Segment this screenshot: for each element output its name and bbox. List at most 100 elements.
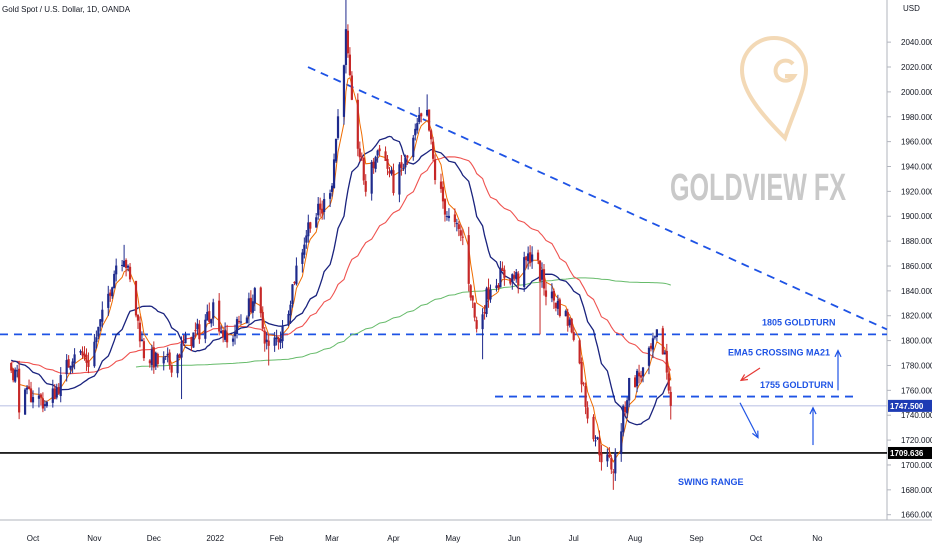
candle-body [210,319,213,324]
candle-body [198,324,201,340]
candle-body [45,402,48,407]
candle-body [637,372,641,377]
candle-body [481,314,484,330]
candle-body [390,169,393,174]
ma21-line [10,135,672,426]
candle-body [523,257,526,287]
label-1805-goldturn: 1805 GOLDTURN [762,318,836,328]
candle-body [18,368,21,413]
candle-body [301,252,304,264]
label-1755-goldturn: 1755 GOLDTURN [760,380,834,390]
watermark: GOLDVIEW FX [670,36,846,209]
candle-body [41,398,45,409]
candle-body [293,282,296,284]
candle-body [128,266,132,280]
candle-body [586,407,589,419]
candle-body [164,355,167,357]
ma200-line [135,277,671,368]
candle-body [503,269,506,278]
x-tick-label: 2022 [206,534,224,543]
x-tick-label: Mar [325,534,339,543]
candle-body [418,114,421,123]
x-tick-label: Oct [27,534,40,543]
candle-body [370,161,373,194]
candle-body [568,319,571,326]
chart-title: Gold Spot / U.S. Dollar, 1D, OANDA [2,5,131,14]
candle-body [107,293,110,308]
candle-body [584,385,587,407]
candle-body [655,329,658,338]
candle-body [540,269,544,280]
candle-body [544,290,548,297]
candle-body [79,351,82,353]
candle-body [279,339,282,343]
y-tick-label: 1920.000 [901,187,932,196]
candle-body [433,159,437,180]
candle-body [140,339,144,341]
candle-body [305,235,308,243]
candle-body [180,343,183,358]
candle-body [509,278,512,284]
candle-body [152,347,155,368]
candle-body [489,289,492,300]
candle-body [190,336,193,347]
candle-body [85,354,88,363]
candle-body [428,109,431,131]
candle-body [606,454,609,462]
x-tick-label: Jul [569,534,579,543]
candle-body [332,159,336,189]
candle-body [578,340,581,364]
candle-body [245,317,249,324]
candle-body [154,352,157,367]
candle-body [81,351,84,356]
candle-body [620,431,623,455]
candle-body [622,405,625,433]
candle-body [459,230,462,236]
candle-body [253,288,256,304]
candle-body [319,203,322,210]
candle-body [289,304,292,316]
candle-body [392,170,395,194]
candle-body [626,400,629,414]
candle-body [55,387,58,398]
label-ema-crossing: EMA5 CROSSING MA21 [728,348,830,358]
candle-body [661,328,664,355]
candle-body [265,339,268,342]
candle-body [665,350,668,373]
candle-body [194,330,197,332]
candle-body [291,284,294,305]
x-tick-label: Apr [387,534,400,543]
candle-body [556,300,559,309]
x-tick-label: Jun [508,534,521,543]
candle-body [404,157,407,168]
candle-body [115,265,118,275]
candle-body [610,457,613,470]
currency-label: USD [903,4,920,13]
x-tick-label: No [812,534,823,543]
candle-body [239,321,243,323]
candle-body [126,265,130,268]
candle-body [178,354,181,358]
candle-body [651,338,655,350]
candle-body [580,362,583,385]
candle-body [53,388,56,400]
candle-body [538,260,542,282]
candle-body [455,223,458,225]
candle-body [235,319,239,335]
candle-body [475,320,478,329]
candle-body [204,319,207,339]
candle-body [348,54,351,76]
candle-body [513,275,516,279]
candle-body [364,181,367,192]
candle-body [420,113,423,117]
candle-body [134,280,138,316]
candle-body [612,471,615,473]
candle-body [287,313,290,325]
watermark-logo-inner-icon [773,58,798,83]
candle-body [328,193,332,199]
candle-body [600,453,603,463]
candle-body [639,375,643,378]
candle-body [384,151,387,161]
ma50-line [11,156,672,375]
support-price-tag-text: 1709.636 [890,449,924,458]
